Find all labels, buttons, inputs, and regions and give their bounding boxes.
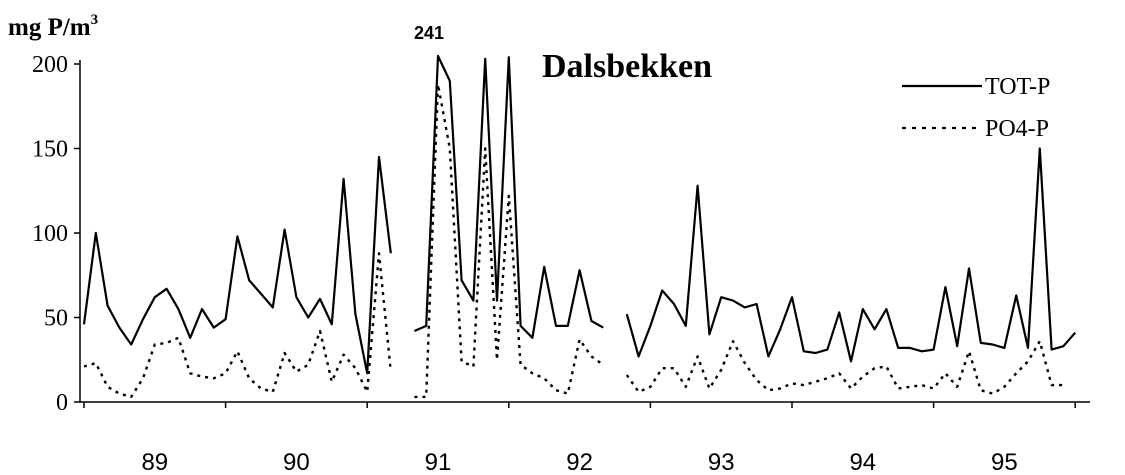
series-line-segment bbox=[83, 252, 392, 399]
x-tick-label: 93 bbox=[708, 449, 735, 475]
series-line-segment bbox=[413, 54, 604, 339]
series-line-segment bbox=[82, 155, 392, 375]
x-ticks: 89 90 91 92 93 94 95 bbox=[83, 402, 1076, 475]
axes: 0 50 100 150 200 89 90 91 92 93 94 95 bbox=[32, 52, 1090, 475]
y-axis-unit-superscript: 3 bbox=[91, 12, 99, 28]
legend-label-tot-p: TOT-P bbox=[985, 74, 1050, 100]
series-line-segment bbox=[625, 147, 1077, 363]
x-tick-label: 89 bbox=[141, 449, 168, 475]
series-layer bbox=[82, 54, 1077, 399]
x-tick-label: 95 bbox=[991, 449, 1018, 475]
chart-title: Dalsbekken bbox=[542, 48, 712, 85]
x-tick-label: 91 bbox=[425, 449, 452, 475]
y-ticks: 0 50 100 150 200 bbox=[32, 52, 80, 416]
series-tot-p bbox=[82, 54, 1077, 375]
series-line-segment bbox=[625, 340, 1064, 395]
x-tick-label: 92 bbox=[566, 449, 593, 475]
y-tick-label: 200 bbox=[32, 52, 68, 78]
series-line-segment bbox=[414, 83, 604, 399]
legend-label-po4-p: PO4-P bbox=[985, 116, 1049, 142]
y-tick-label: 0 bbox=[56, 390, 68, 416]
y-tick-label: 100 bbox=[32, 221, 68, 247]
x-tick-label: 90 bbox=[283, 449, 310, 475]
x-tick-label: 94 bbox=[849, 449, 876, 475]
legend: TOT-P PO4-P bbox=[902, 74, 1050, 142]
y-tick-label: 150 bbox=[32, 137, 68, 163]
series-po4-p bbox=[83, 83, 1064, 399]
y-axis-unit-label: mg P/m3 bbox=[8, 12, 98, 41]
peak-value-annotation: 241 bbox=[414, 23, 444, 43]
y-tick-label: 50 bbox=[44, 306, 68, 332]
